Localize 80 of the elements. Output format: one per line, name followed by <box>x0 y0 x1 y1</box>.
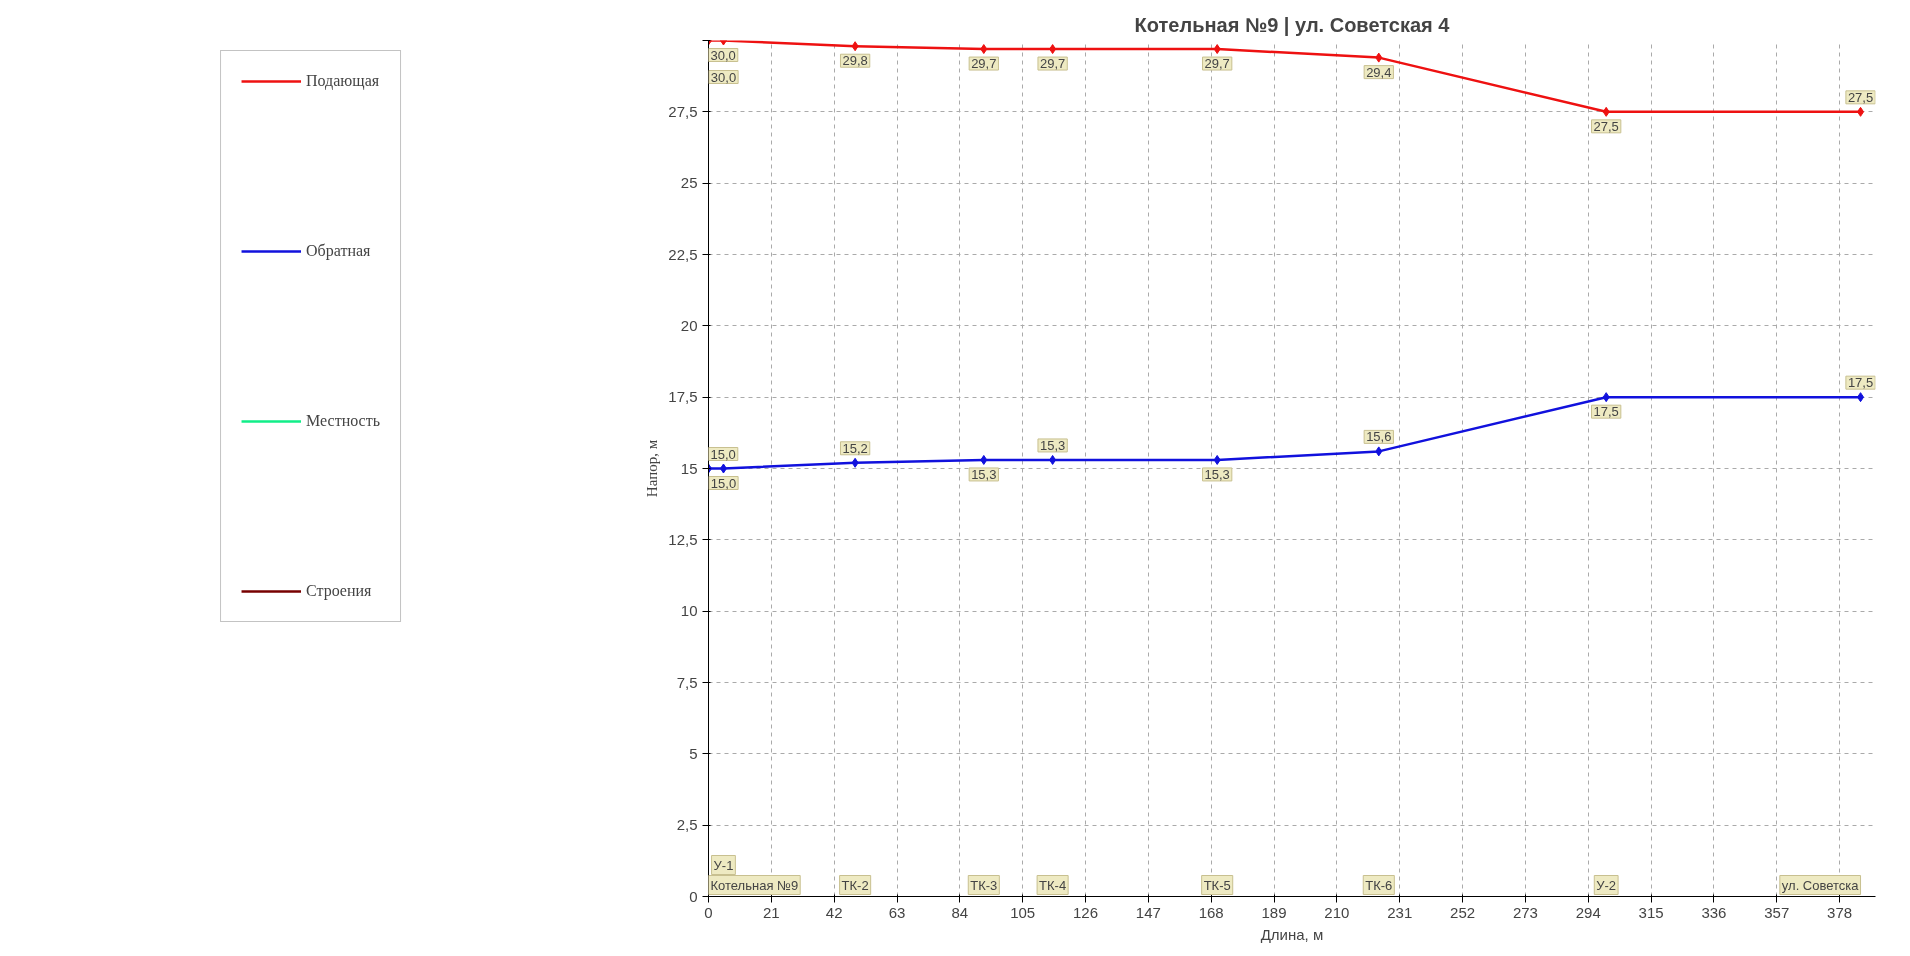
x-tick-label: 84 <box>951 903 969 921</box>
chart-title: Котельная №9 | ул. Советская 4 <box>1134 13 1451 36</box>
annotation: Котельная №9 <box>710 877 799 893</box>
data-label: 15,3 <box>1204 466 1230 482</box>
annotation: У-1 <box>713 857 734 873</box>
point <box>980 44 988 55</box>
x-tick-label: 126 <box>1073 903 1099 921</box>
point <box>1049 44 1057 55</box>
point <box>1375 446 1383 457</box>
y-axis-title: Напор, м <box>644 439 661 498</box>
data-label: 29,7 <box>1204 56 1230 72</box>
x-tick-label: 336 <box>1701 903 1727 921</box>
point <box>1857 106 1865 117</box>
data-label: 30,0 <box>710 69 737 85</box>
annotation: ТК-5 <box>1203 877 1231 893</box>
data-label: 15,0 <box>710 475 737 491</box>
annotation: У-2 <box>1596 877 1617 893</box>
legend-label: Местность <box>306 412 380 430</box>
data-label: 17,5 <box>1847 375 1874 391</box>
y-tick-label: 25 <box>680 174 698 192</box>
x-tick-label: 231 <box>1387 903 1413 921</box>
data-label: 15,0 <box>710 446 736 462</box>
y-tick-label: 17,5 <box>668 388 698 406</box>
data-label: 27,5 <box>1847 89 1874 105</box>
data-label: 29,4 <box>1366 64 1392 80</box>
x-tick-label: 252 <box>1450 903 1476 921</box>
legend-label: Строения <box>306 582 372 600</box>
data-label: 15,3 <box>971 466 997 482</box>
y-tick-label: 20 <box>680 316 698 334</box>
x-tick-label: 168 <box>1198 903 1224 921</box>
point <box>851 41 859 52</box>
point <box>1375 52 1383 63</box>
point <box>980 454 988 465</box>
y-tick-label: 10 <box>680 602 698 620</box>
x-tick-label: 63 <box>888 903 906 921</box>
x-tick-label: 42 <box>825 903 843 921</box>
x-tick-label: 294 <box>1575 903 1601 921</box>
y-tick-label: 2,5 <box>676 816 698 834</box>
point <box>1213 44 1221 55</box>
y-tick-label: 7,5 <box>676 673 698 691</box>
data-label: 29,7 <box>971 56 997 72</box>
x-tick-label: 357 <box>1764 903 1790 921</box>
data-label: 30,0 <box>710 47 736 63</box>
annotation: ТК-4 <box>1039 877 1067 893</box>
annotation: ТК-3 <box>970 877 998 893</box>
annotation: ТК-2 <box>841 877 869 893</box>
point <box>1602 106 1610 117</box>
point <box>719 463 727 474</box>
data-label: 17,5 <box>1593 404 1619 420</box>
x-tick-label: 105 <box>1010 903 1036 921</box>
x-tick-label: 147 <box>1135 903 1161 921</box>
y-tick-label: 22,5 <box>668 245 698 263</box>
data-label: 15,6 <box>1366 429 1392 445</box>
y-tick-label: 5 <box>689 744 698 762</box>
x-tick-label: 315 <box>1638 903 1664 921</box>
y-tick-label: 15 <box>680 459 698 477</box>
y-tick-label: 0 <box>689 887 698 905</box>
x-tick-label: 210 <box>1324 903 1350 921</box>
legend-label: Обратная <box>306 242 371 260</box>
x-tick-label: 21 <box>763 903 780 921</box>
data-label: 29,8 <box>842 53 868 69</box>
point <box>1857 392 1865 403</box>
x-tick-label: 378 <box>1827 903 1853 921</box>
data-label: 29,7 <box>1039 56 1066 72</box>
data-label: 15,2 <box>842 440 868 456</box>
y-tick-label: 12,5 <box>668 530 698 548</box>
data-label: 27,5 <box>1593 118 1619 134</box>
x-axis-title: Длина, м <box>1260 925 1324 943</box>
y-tick-label: 27,5 <box>668 102 698 120</box>
point <box>851 457 859 468</box>
x-tick-label: 0 <box>704 903 713 921</box>
point <box>1213 454 1221 465</box>
annotation: ул. Советска <box>1781 877 1860 893</box>
x-tick-label: 273 <box>1512 903 1538 921</box>
point <box>1602 392 1610 403</box>
annotation: ТК-6 <box>1365 877 1393 893</box>
legend-label: Подающая <box>306 72 380 90</box>
data-label: 15,3 <box>1039 437 1066 453</box>
x-tick-label: 189 <box>1261 903 1287 921</box>
point <box>1049 454 1057 465</box>
